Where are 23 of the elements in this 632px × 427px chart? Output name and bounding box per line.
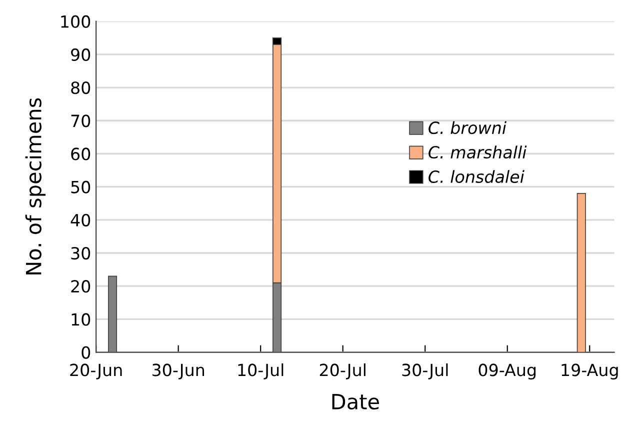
x-tick-label: 19-Aug — [562, 364, 618, 380]
x-tick-label: 30-Jul — [402, 363, 448, 380]
y-tick-label: 40 — [70, 214, 90, 226]
x-tick-label: 10-Jul — [238, 363, 284, 380]
x-tick-label: 20-Jul — [320, 363, 366, 380]
y-tick-label: 10 — [72, 313, 90, 326]
legend-label: C. marshalli — [428, 146, 527, 159]
y-tick-label: 50 — [71, 180, 90, 194]
y-tick-label: 90 — [71, 48, 90, 62]
y-tick-label: 60 — [71, 148, 90, 160]
x-axis-title: Date — [332, 394, 379, 410]
x-tick-label: 30-Jun — [152, 364, 204, 380]
y-tick-label: 100 — [61, 15, 90, 28]
y-tick-label: 80 — [71, 81, 90, 94]
y-axis-title: No. of specimens — [25, 98, 46, 274]
y-tick-label: 30 — [71, 246, 90, 260]
y-tick-label: 0 — [82, 346, 90, 359]
y-tick-label: 70 — [71, 114, 90, 128]
x-tick-label: 09-Aug — [478, 364, 536, 380]
y-tick-label: 20 — [71, 280, 90, 293]
legend-label: C. lonsdalei — [428, 170, 524, 184]
legend-label: C. browni — [428, 121, 506, 134]
x-tick-label: 20-Jun — [70, 364, 122, 380]
